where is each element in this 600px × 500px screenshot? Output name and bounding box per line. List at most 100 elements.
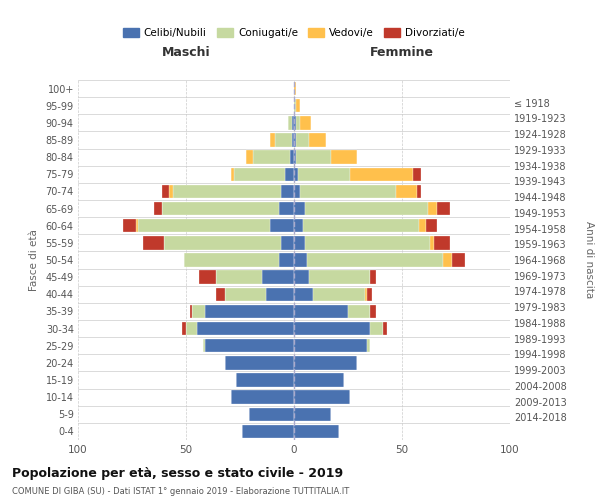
Bar bbox=[294, 356, 356, 370]
Y-axis label: Anni di nascita: Anni di nascita bbox=[584, 222, 593, 298]
Bar bbox=[164, 236, 281, 250]
Bar bbox=[294, 304, 348, 318]
Bar bbox=[296, 99, 301, 112]
Bar bbox=[367, 288, 372, 301]
Bar bbox=[370, 322, 383, 336]
Bar bbox=[417, 184, 421, 198]
Bar bbox=[216, 270, 262, 284]
Bar bbox=[232, 168, 233, 181]
Bar bbox=[305, 236, 430, 250]
Bar bbox=[139, 219, 270, 232]
Bar bbox=[184, 254, 279, 266]
Bar bbox=[199, 270, 216, 284]
Bar bbox=[370, 270, 376, 284]
Bar bbox=[162, 184, 169, 198]
Bar bbox=[197, 322, 294, 336]
Bar bbox=[294, 82, 296, 96]
Bar bbox=[262, 270, 294, 284]
Text: Femmine: Femmine bbox=[370, 46, 434, 60]
Bar bbox=[430, 236, 434, 250]
Bar bbox=[279, 254, 294, 266]
Bar bbox=[365, 288, 367, 301]
Bar bbox=[124, 219, 136, 232]
Bar bbox=[348, 304, 370, 318]
Bar bbox=[216, 288, 225, 301]
Bar bbox=[367, 339, 370, 352]
Text: Maschi: Maschi bbox=[161, 46, 211, 60]
Bar bbox=[136, 219, 139, 232]
Bar bbox=[309, 270, 370, 284]
Bar bbox=[225, 356, 294, 370]
Bar bbox=[173, 184, 281, 198]
Bar bbox=[225, 288, 266, 301]
Bar bbox=[290, 150, 294, 164]
Bar bbox=[301, 116, 311, 130]
Bar bbox=[182, 322, 186, 336]
Bar bbox=[186, 322, 197, 336]
Bar bbox=[281, 236, 294, 250]
Bar bbox=[294, 150, 296, 164]
Bar bbox=[309, 134, 326, 146]
Bar bbox=[301, 184, 395, 198]
Y-axis label: Fasce di età: Fasce di età bbox=[29, 229, 38, 291]
Bar bbox=[294, 184, 301, 198]
Bar bbox=[296, 116, 301, 130]
Bar bbox=[193, 304, 205, 318]
Bar bbox=[296, 134, 309, 146]
Bar bbox=[350, 168, 413, 181]
Bar bbox=[203, 339, 205, 352]
Bar bbox=[294, 254, 307, 266]
Bar bbox=[270, 219, 294, 232]
Bar bbox=[302, 219, 419, 232]
Bar bbox=[292, 116, 294, 130]
Bar bbox=[247, 150, 253, 164]
Bar bbox=[233, 168, 286, 181]
Bar bbox=[294, 168, 298, 181]
Bar bbox=[419, 219, 426, 232]
Bar bbox=[383, 322, 387, 336]
Bar bbox=[294, 322, 370, 336]
Bar bbox=[294, 236, 305, 250]
Bar bbox=[190, 304, 193, 318]
Bar bbox=[298, 168, 350, 181]
Bar bbox=[437, 202, 449, 215]
Bar bbox=[242, 424, 294, 438]
Bar bbox=[205, 339, 294, 352]
Bar bbox=[395, 184, 417, 198]
Bar bbox=[236, 374, 294, 386]
Bar bbox=[294, 219, 302, 232]
Text: Popolazione per età, sesso e stato civile - 2019: Popolazione per età, sesso e stato civil… bbox=[12, 468, 343, 480]
Bar bbox=[154, 202, 162, 215]
Bar bbox=[162, 202, 279, 215]
Bar bbox=[253, 150, 290, 164]
Bar bbox=[294, 374, 344, 386]
Bar bbox=[248, 408, 294, 421]
Text: COMUNE DI GIBA (SU) - Dati ISTAT 1° gennaio 2019 - Elaborazione TUTTITALIA.IT: COMUNE DI GIBA (SU) - Dati ISTAT 1° genn… bbox=[12, 488, 349, 496]
Bar bbox=[331, 150, 356, 164]
Bar bbox=[281, 184, 294, 198]
Bar bbox=[169, 184, 173, 198]
Bar bbox=[294, 408, 331, 421]
Legend: Celibi/Nubili, Coniugati/e, Vedovi/e, Divorziati/e: Celibi/Nubili, Coniugati/e, Vedovi/e, Di… bbox=[119, 24, 469, 42]
Bar bbox=[428, 202, 437, 215]
Bar bbox=[294, 424, 340, 438]
Bar bbox=[287, 116, 292, 130]
Bar bbox=[232, 390, 294, 404]
Bar bbox=[205, 304, 294, 318]
Bar bbox=[294, 270, 309, 284]
Bar bbox=[275, 134, 292, 146]
Bar bbox=[426, 219, 437, 232]
Bar bbox=[452, 254, 464, 266]
Bar bbox=[296, 150, 331, 164]
Bar bbox=[270, 134, 275, 146]
Bar bbox=[294, 134, 296, 146]
Bar bbox=[307, 254, 443, 266]
Bar bbox=[143, 236, 164, 250]
Bar bbox=[294, 390, 350, 404]
Bar bbox=[279, 202, 294, 215]
Bar bbox=[294, 116, 296, 130]
Bar bbox=[294, 99, 296, 112]
Bar bbox=[305, 202, 428, 215]
Bar bbox=[286, 168, 294, 181]
Bar bbox=[294, 288, 313, 301]
